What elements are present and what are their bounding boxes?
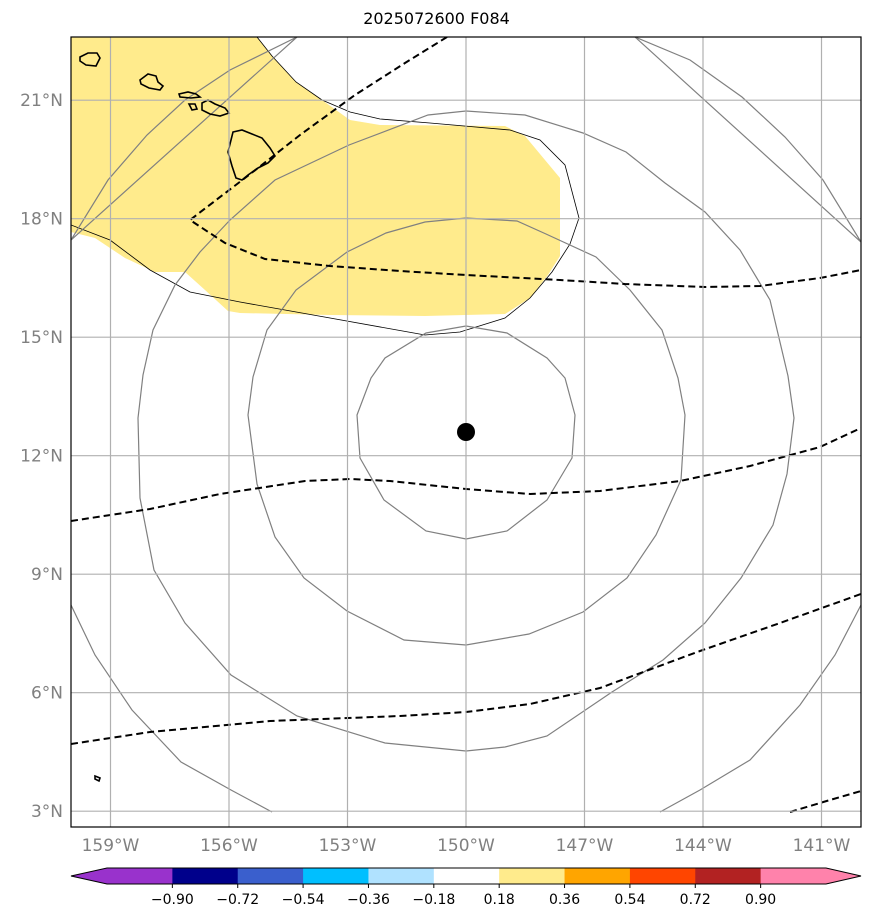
lat-tick-label: 6°N <box>31 684 63 704</box>
colorbar-segment <box>629 868 696 884</box>
colorbar-tick-label: −0.54 <box>282 892 325 908</box>
lat-tick-label: 15°N <box>20 328 63 348</box>
lon-tick-label: 144°W <box>674 836 732 856</box>
map-frame <box>70 36 862 828</box>
colorbar-tick-label: 0.54 <box>614 892 645 908</box>
colorbar-segment <box>368 868 435 884</box>
range-ring-4c <box>71 604 273 813</box>
colorbar-tick-label: −0.18 <box>412 892 455 908</box>
lon-tick-label: 156°W <box>200 836 258 856</box>
lon-tick-label: 153°W <box>319 836 377 856</box>
colorbar-tick-label: 0.90 <box>745 892 776 908</box>
lat-tick-label: 12°N <box>20 447 63 467</box>
colorbar-tick-label: 0.72 <box>680 892 711 908</box>
colorbar-segment <box>760 868 827 884</box>
range-ring-3 <box>137 110 795 752</box>
colorbar-segment <box>695 868 762 884</box>
colorbar-segment <box>303 868 369 884</box>
colorbar-tick-label: −0.90 <box>151 892 194 908</box>
lat-tick-label: 18°N <box>20 210 63 230</box>
lat-tick-label: 21°N <box>20 91 63 111</box>
lon-tick-label: 159°W <box>82 836 140 856</box>
colorbar-extend-low <box>71 868 107 884</box>
grid-lines <box>71 37 861 827</box>
colorbar-segment <box>172 868 239 884</box>
colorbar-segment <box>564 868 631 884</box>
lat-tick-label: 3°N <box>31 802 63 822</box>
dashed-contour-4 <box>789 790 861 813</box>
range-ring-4 <box>71 37 298 241</box>
colorbar-extend-high <box>826 868 861 884</box>
colorbar-segment <box>237 868 304 884</box>
filled-anomaly-region <box>71 37 560 316</box>
lon-tick-label: 150°W <box>437 836 495 856</box>
lon-tick-label: 141°W <box>793 836 851 856</box>
range-ring-4d <box>659 604 861 813</box>
map-title: 2025072600 F084 <box>363 9 510 28</box>
region-contour <box>71 37 580 336</box>
range-ring-4b <box>634 37 861 243</box>
dashed-contour-1 <box>188 37 861 289</box>
storm-center-marker <box>457 423 475 441</box>
colorbar-segment <box>433 868 500 884</box>
colorbar-segment <box>107 868 173 884</box>
lon-tick-label: 147°W <box>556 836 614 856</box>
lat-tick-label: 9°N <box>31 565 63 585</box>
colorbar-outline <box>70 867 862 885</box>
colorbar-tick-label: −0.36 <box>347 892 390 908</box>
colorbar-tick-label: 0.36 <box>549 892 580 908</box>
colorbar-tick-label: 0.18 <box>484 892 515 908</box>
colorbar-segment <box>499 868 566 884</box>
colorbar: −0.90 −0.72 −0.54 −0.36 −0.18 0.18 0.36 0.54 0.7… <box>70 867 862 908</box>
colorbar-tick-label: −0.72 <box>216 892 259 908</box>
